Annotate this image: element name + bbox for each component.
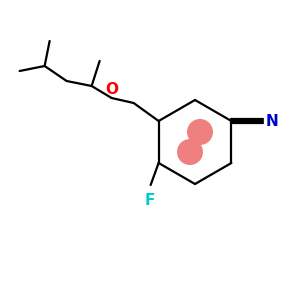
- Circle shape: [187, 119, 213, 145]
- Circle shape: [177, 139, 203, 165]
- Text: N: N: [266, 113, 278, 128]
- Text: F: F: [144, 193, 155, 208]
- Text: O: O: [105, 82, 118, 97]
